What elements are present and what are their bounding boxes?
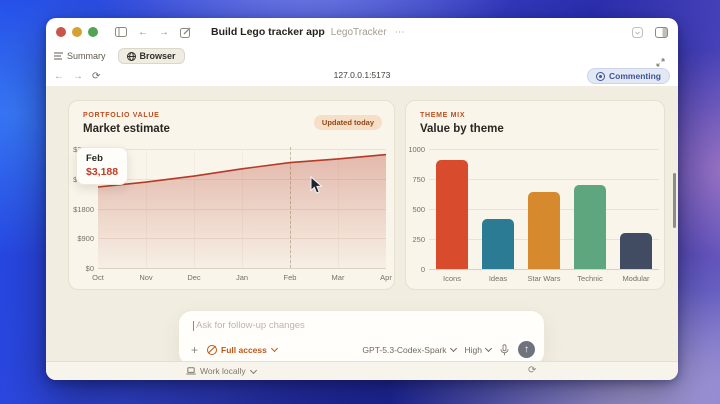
x-tick-label: Dec: [187, 273, 201, 282]
url-text[interactable]: 127.0.0.1:5173: [333, 70, 391, 80]
bar-icons: [436, 159, 468, 269]
footer-bar: Work locally ⟳: [46, 361, 678, 380]
portfolio-title: Market estimate: [83, 123, 170, 135]
x-tick-label: Icons: [443, 274, 461, 283]
y-tick-label: 250: [412, 235, 425, 244]
bar-technic: [574, 185, 606, 269]
bar-modular: [620, 233, 652, 269]
x-tick-label: Star Wars: [527, 274, 561, 283]
x-tick-label: Feb: [283, 273, 297, 282]
x-tick-label: Jan: [235, 273, 249, 282]
chevron-down-icon: [449, 344, 457, 353]
gridline: [429, 269, 659, 270]
theme-card: THEME MIX Value by theme 0 250 500 750 1000 I…: [405, 100, 665, 290]
title-bar: ← → Build Lego tracker app LegoTracker ⋯: [46, 18, 678, 46]
y-tick-label: 1000: [408, 145, 425, 154]
close-button[interactable]: [56, 27, 66, 37]
session-refresh-icon[interactable]: ⟳: [528, 365, 537, 376]
y-tick-label: $900: [77, 234, 94, 244]
x-tick-label: Oct: [92, 273, 104, 282]
x-tick-label: Mar: [331, 273, 345, 282]
full-access-label: Full access: [221, 344, 267, 355]
theme-eyebrow: THEME MIX: [420, 112, 466, 119]
x-tick-label: Apr: [380, 273, 392, 282]
composer-input[interactable]: Ask for follow-up changes: [193, 320, 305, 331]
url-bar: ← → ⟳ 127.0.0.1:5173 Commenting: [46, 66, 678, 86]
chevron-down-icon: [270, 344, 278, 353]
tab-bar: Summary Browser: [46, 46, 678, 67]
portfolio-eyebrow: PORTFOLIO VALUE: [83, 112, 160, 119]
send-button[interactable]: ↑: [518, 341, 535, 358]
nav-forward-icon[interactable]: →: [73, 70, 83, 82]
work-locally-selector[interactable]: Work locally: [186, 366, 257, 376]
commenting-button[interactable]: Commenting: [587, 68, 670, 84]
model-label: GPT-5.3-Codex-Spark: [362, 344, 447, 355]
text-caret: [193, 320, 194, 331]
gridline: [429, 149, 659, 150]
y-tick-label: $1800: [73, 204, 94, 214]
sidebar-toggle-icon[interactable]: [115, 27, 127, 37]
theme-title: Value by theme: [420, 123, 504, 135]
chevron-down-icon: [249, 366, 257, 374]
tab-summary-label: Summary: [67, 51, 106, 61]
reload-icon[interactable]: ⟳: [92, 70, 101, 82]
gridline: [98, 268, 386, 269]
portfolio-card: PORTFOLIO VALUE Market estimate Updated …: [68, 100, 395, 290]
theme-chart: 0 250 500 750 1000 Icons Ideas Star Wars Technic…: [406, 101, 664, 289]
y-tick-label: $0: [85, 264, 94, 273]
y-tick-label: 500: [412, 205, 425, 214]
access-icon: [207, 344, 218, 355]
laptop-icon: [186, 367, 196, 375]
effort-label: High: [464, 344, 482, 355]
composer-placeholder: Ask for follow-up changes: [196, 320, 305, 331]
window-title: Build Lego tracker app: [211, 26, 325, 38]
window-more-icon[interactable]: ⋯: [394, 26, 406, 38]
bar-ideas: [482, 218, 514, 269]
gridline: [429, 179, 659, 180]
window-subtitle: LegoTracker: [330, 26, 387, 38]
history-back-icon[interactable]: ←: [138, 26, 148, 38]
scrollbar-thumb[interactable]: [673, 173, 676, 228]
mic-icon[interactable]: [500, 343, 509, 356]
tab-browser[interactable]: Browser: [117, 48, 185, 64]
compose-icon[interactable]: [180, 27, 191, 38]
downloads-icon[interactable]: [632, 26, 643, 38]
right-sidebar-icon[interactable]: [655, 26, 668, 38]
app-window: ← → Build Lego tracker app LegoTracker ⋯: [46, 18, 678, 380]
nav-back-icon[interactable]: ←: [54, 70, 64, 82]
full-access-button[interactable]: Full access: [207, 344, 278, 355]
x-tick-label: Modular: [622, 274, 650, 283]
portfolio-chart: $0$900$1800$2700$3600OctNovDecJanFebMarA…: [69, 101, 394, 289]
attach-button[interactable]: +: [191, 342, 199, 357]
y-tick-label: 750: [412, 175, 425, 184]
area-line-series: [97, 153, 387, 268]
x-tick-label: Nov: [139, 273, 153, 282]
mouse-cursor: [310, 175, 323, 200]
tab-summary[interactable]: Summary: [54, 51, 106, 61]
y-tick-label: 0: [420, 265, 425, 274]
summary-icon: [54, 52, 63, 60]
updated-badge: Updated today: [313, 115, 382, 130]
composer-panel: Ask for follow-up changes + Full access …: [178, 310, 545, 366]
tooltip-value: $3,188: [86, 166, 119, 178]
history-forward-icon[interactable]: →: [159, 26, 169, 38]
minimize-button[interactable]: [72, 27, 82, 37]
zoom-button[interactable]: [88, 27, 98, 37]
tab-browser-label: Browser: [139, 51, 176, 61]
model-selector[interactable]: GPT-5.3-Codex-Spark: [362, 344, 457, 355]
commenting-label: Commenting: [609, 71, 661, 81]
commenting-icon: [596, 71, 606, 81]
globe-icon: [126, 51, 136, 61]
chevron-down-icon: [484, 344, 493, 353]
work-locally-label: Work locally: [200, 366, 246, 376]
tooltip-month: Feb: [86, 153, 103, 164]
x-tick-label: Technic: [577, 274, 603, 283]
bar-star-wars: [528, 192, 560, 269]
effort-selector[interactable]: High: [464, 344, 493, 355]
browser-viewport: PORTFOLIO VALUE Market estimate Updated …: [46, 86, 678, 380]
expand-icon[interactable]: [656, 58, 665, 67]
x-tick-label: Ideas: [488, 274, 508, 283]
chart-tooltip: Feb $3,188: [76, 147, 129, 185]
